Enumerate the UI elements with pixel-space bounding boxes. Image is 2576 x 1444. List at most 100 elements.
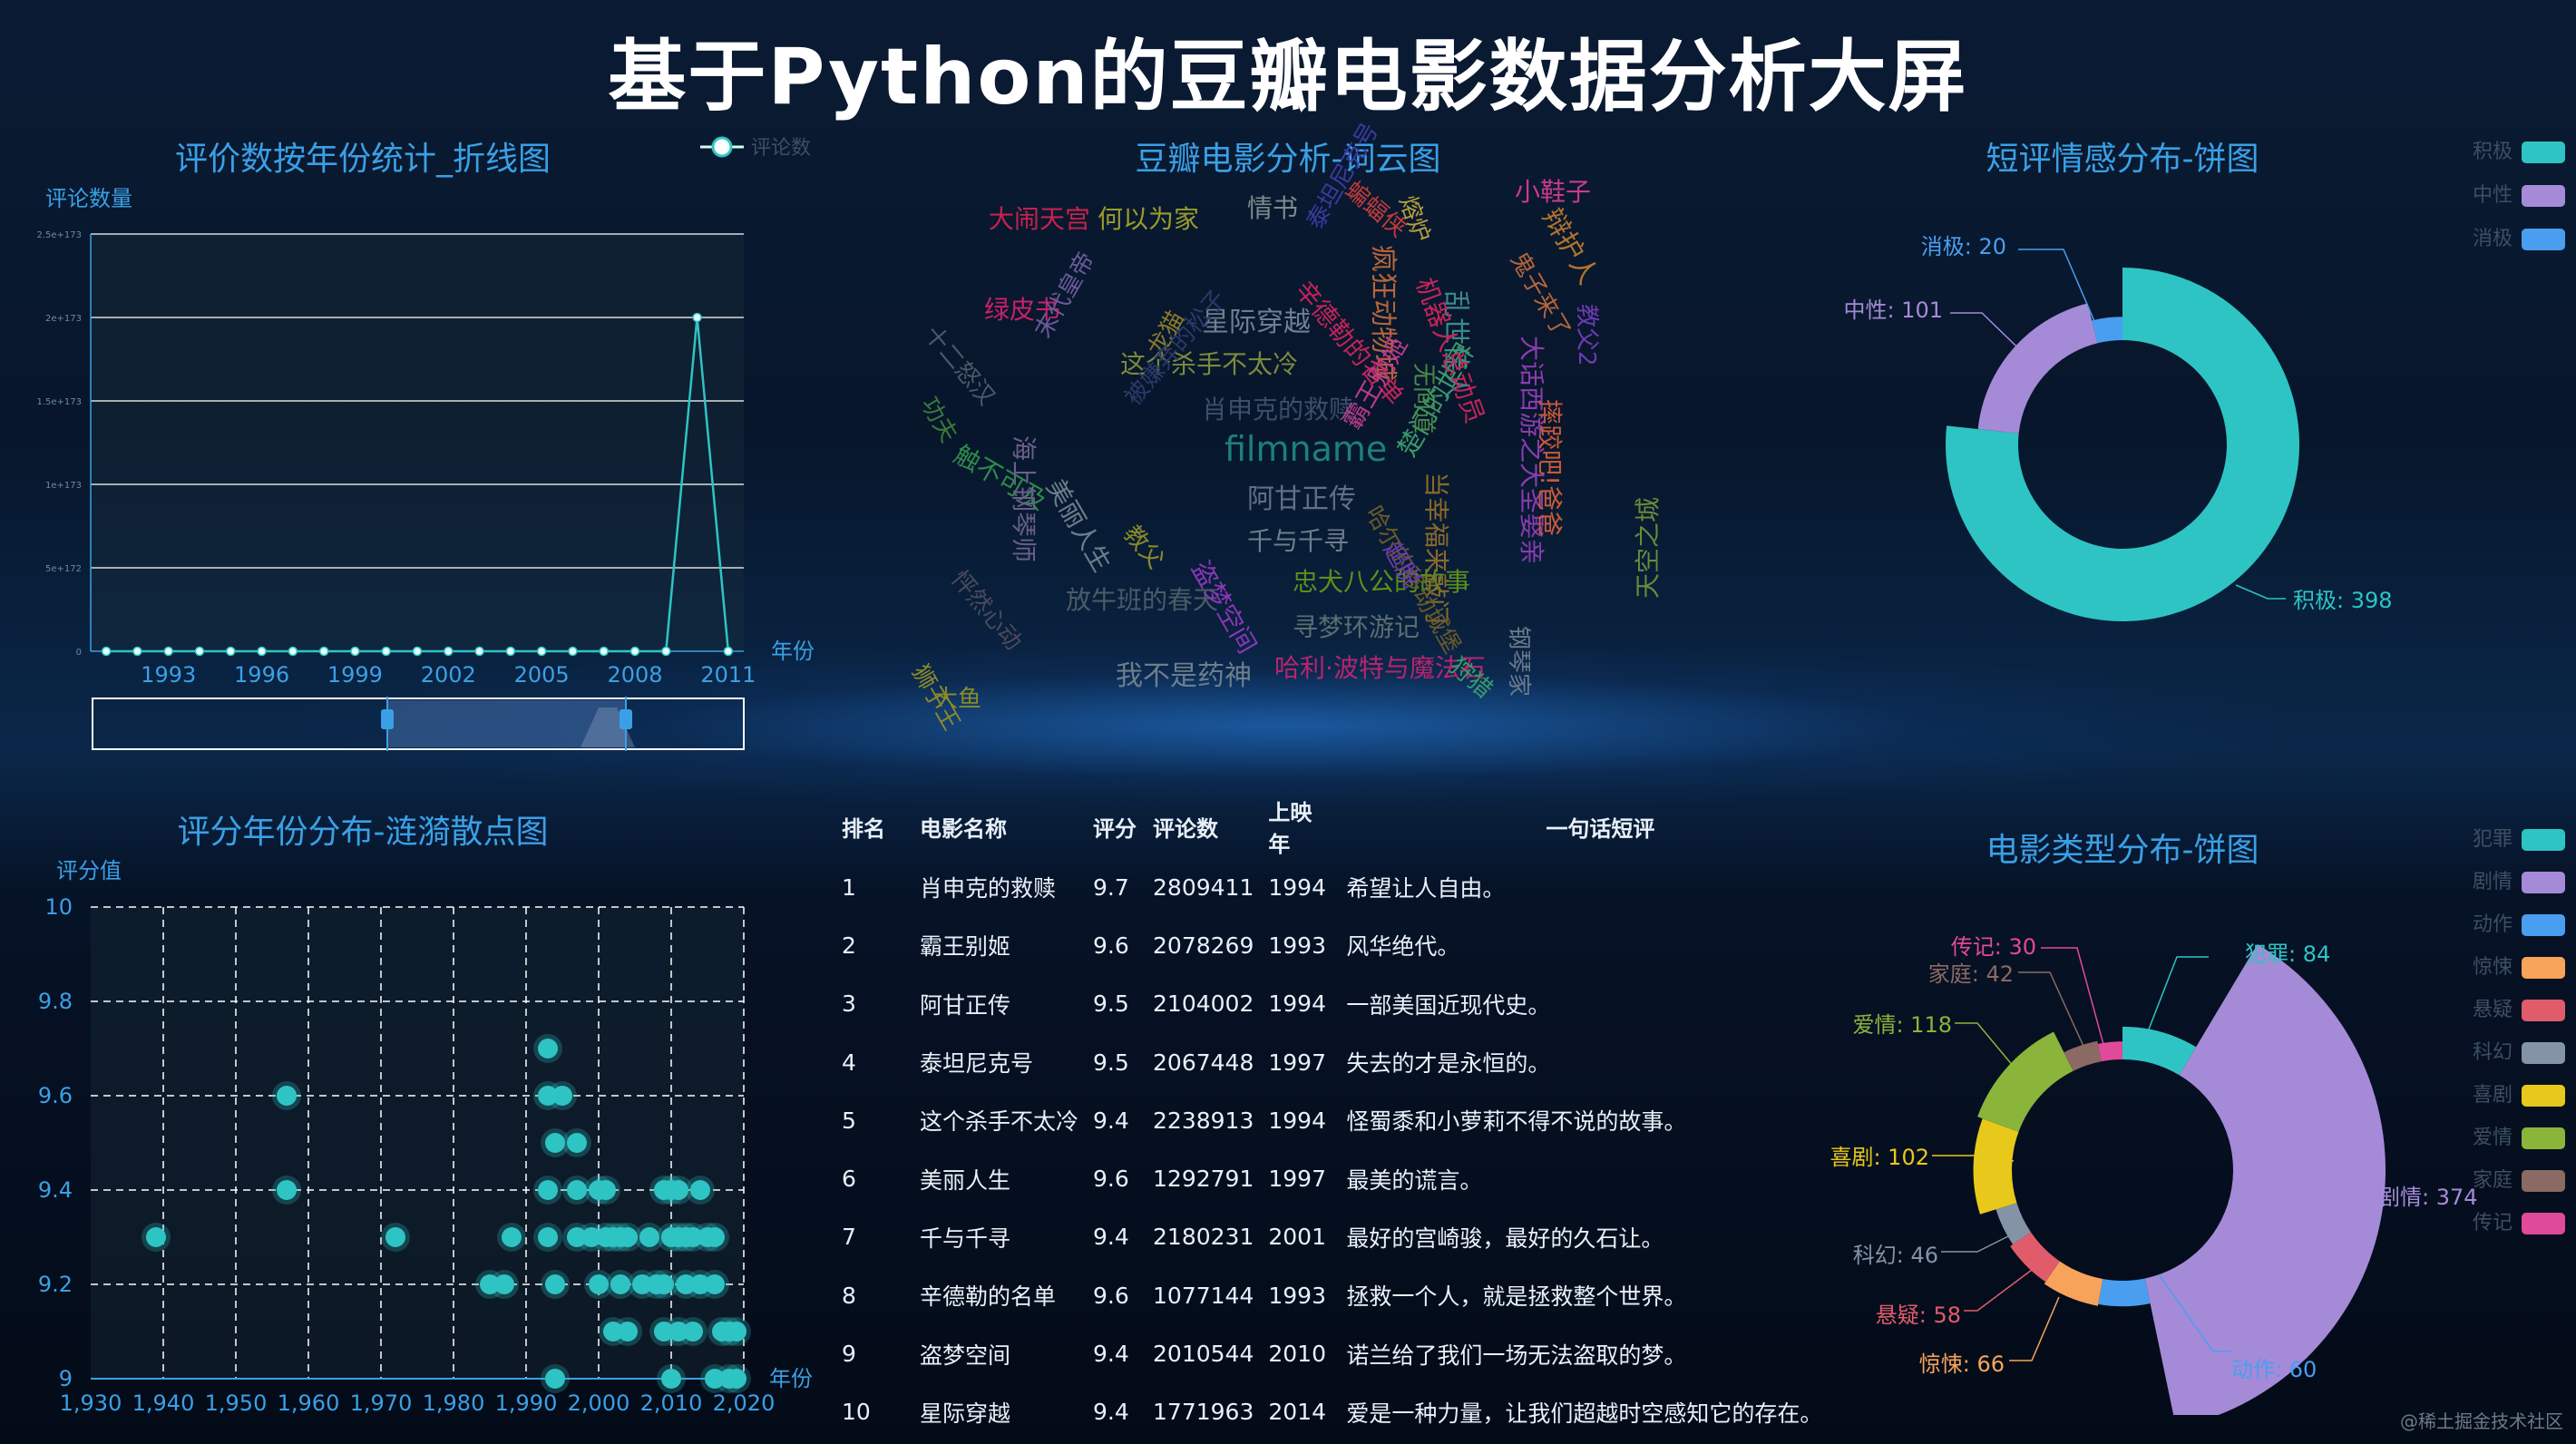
genre-legend-swatch [2522, 914, 2565, 936]
scatter-point [589, 1274, 609, 1294]
genre-label: 剧情: 374 [2378, 1185, 2478, 1210]
cell-score: 9.5 [1093, 990, 1129, 1018]
scatter-point [610, 1274, 630, 1294]
scatter-y-tick-label: 9 [59, 1366, 73, 1391]
genre-label-line [2144, 956, 2209, 1039]
genre-label: 喜剧: 102 [1830, 1145, 1929, 1170]
scatter-point [567, 1180, 587, 1200]
genre-legend-label: 爱情 [2473, 1127, 2513, 1149]
wordcloud-word: 钢琴家 [1505, 626, 1532, 698]
line-point [692, 312, 702, 323]
scatter-x-tick-label: 2,020 [713, 1390, 776, 1416]
genre-label-line [1932, 1155, 2015, 1162]
wordcloud-word: 教父 [1117, 520, 1169, 574]
genre-legend-swatch [2522, 829, 2565, 851]
wordcloud-word: 肖申克的救赎 [1202, 395, 1355, 424]
sentiment-legend-label: 积极 [2473, 141, 2513, 163]
scatter-point [639, 1227, 659, 1247]
line-point [505, 646, 516, 657]
wordcloud-word: 摔跤吧!爸爸 [1535, 399, 1565, 537]
line-point [568, 646, 578, 657]
scatter-x-tick-label: 1,980 [423, 1390, 485, 1416]
line-point [629, 646, 640, 657]
scatter-x-tick-label: 1,930 [60, 1390, 122, 1416]
sentiment-legend-swatch [2522, 185, 2565, 207]
cell-movie-name: 阿甘正传 [920, 991, 1011, 1019]
line-y-tick-label: 5e+172 [45, 564, 82, 574]
cell-rank: 8 [842, 1282, 856, 1309]
cell-quote: 风华绝代。 [1346, 933, 1460, 961]
genre-label-line [1941, 1233, 2015, 1253]
cell-movie-name: 星际穿越 [920, 1400, 1011, 1427]
line-zoom-selected-range [388, 700, 626, 747]
genre-label-line [1964, 1269, 2033, 1312]
line-y-tick-label: 1e+173 [45, 481, 82, 491]
genre-label-line [2339, 1195, 2372, 1198]
scatter-point [676, 1274, 696, 1294]
sentiment-legend-swatch [2522, 141, 2565, 163]
scatter-point [690, 1274, 710, 1294]
cell-rank: 3 [842, 990, 856, 1018]
cell-quote: 拯救一个人，就是拯救整个世界。 [1346, 1283, 1687, 1311]
wordcloud-word: 情书 [1247, 193, 1299, 223]
genre-pie-chart: 犯罪: 84 剧情: 374 动作: 60 惊悚: 66 悬疑: 58 科幻: 46 喜剧:… [1830, 828, 2565, 1415]
scatter-x-tick-label: 1,990 [495, 1390, 558, 1416]
sentiment-label: 消极: 20 [1921, 234, 2006, 259]
genre-legend-label: 家庭 [2473, 1169, 2513, 1192]
genre-legend-label: 悬疑 [2473, 999, 2513, 1021]
sentiment-label: 中性: 101 [1843, 298, 1943, 323]
cell-movie-name: 千与千寻 [920, 1224, 1011, 1252]
scatter-point [596, 1180, 616, 1200]
genre-slice-惊悚 [2044, 1261, 2103, 1306]
genre-legend-swatch [2522, 1000, 2565, 1021]
scatter-y-tick-label: 9.4 [38, 1177, 73, 1203]
genre-label-line [2009, 1296, 2060, 1361]
line-point [412, 646, 423, 657]
scatter-x-tick-label: 2,010 [640, 1390, 703, 1416]
scatter-point [632, 1274, 652, 1294]
scatter-point [705, 1369, 725, 1389]
sentiment-label-line [1950, 312, 2037, 366]
line-zoom-slider [92, 698, 745, 750]
wordcloud-word: 绿皮书 [984, 295, 1061, 325]
scatter-point [705, 1274, 725, 1294]
cell-year: 1994 [1268, 990, 1326, 1018]
scatter-point [545, 1369, 565, 1389]
cell-movie-name: 美丽人生 [920, 1166, 1011, 1194]
scatter-x-tick-label: 1,960 [278, 1390, 340, 1416]
cell-movie-name: 这个杀手不太冷 [920, 1108, 1079, 1136]
cell-rank: 7 [842, 1224, 856, 1251]
cell-score: 9.7 [1093, 873, 1129, 901]
scatter-point [494, 1274, 514, 1294]
scatter-point [545, 1274, 565, 1294]
wordcloud-word: 无间道 [1410, 363, 1437, 434]
sentiment-slice-中性 [1977, 303, 2098, 434]
scatter-y-tick-label: 9.6 [38, 1083, 73, 1108]
scatter-x-tick-label: 1,970 [350, 1390, 413, 1416]
cell-movie-name: 霸王别姬 [920, 933, 1011, 961]
cell-year: 1994 [1268, 873, 1326, 901]
cell-quote: 最美的谎言。 [1346, 1166, 1483, 1194]
scatter-point [385, 1227, 405, 1247]
table-row: 8 辛德勒的名单 9.6 1077144 1993 拯救一个人，就是拯救整个世界。 [834, 1266, 1861, 1324]
scatter-point [502, 1227, 522, 1247]
cell-year: 1997 [1268, 1166, 1326, 1193]
scatter-point [727, 1322, 746, 1342]
cell-movie-name: 泰坦尼克号 [920, 1050, 1034, 1078]
line-x-tick-label: 1999 [327, 662, 383, 688]
table-row: 3 阿甘正传 9.5 2104002 1994 一部美国近现代史。 [834, 975, 1861, 1033]
genre-legend-swatch [2522, 1213, 2565, 1234]
cell-quote: 一部美国近现代史。 [1346, 991, 1551, 1019]
scatter-point [668, 1180, 688, 1200]
line-point [101, 646, 112, 657]
cell-score: 9.4 [1093, 1107, 1129, 1134]
cell-year: 1993 [1268, 1282, 1326, 1309]
genre-legend-swatch [2522, 872, 2565, 893]
genre-label-line [2158, 1273, 2231, 1352]
genre-label: 犯罪: 84 [2245, 942, 2330, 967]
wordcloud-word: 大闹天宫 [989, 204, 1091, 234]
genre-legend-label: 犯罪 [2473, 828, 2513, 851]
cell-year: 2010 [1268, 1341, 1326, 1368]
